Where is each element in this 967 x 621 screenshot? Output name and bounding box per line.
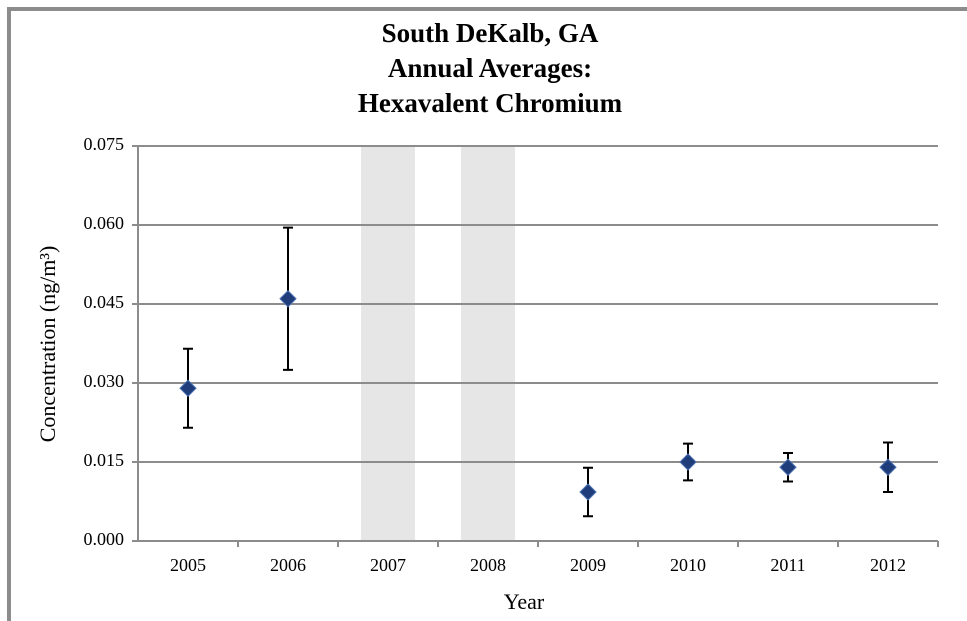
x-tick-label: 2005 [170, 555, 206, 575]
x-axis-title: Year [504, 589, 545, 614]
data-point [179, 379, 197, 397]
y-tick-label: 0.045 [84, 292, 125, 312]
x-tick-label: 2006 [270, 555, 306, 575]
y-tick-label: 0.030 [84, 371, 125, 391]
x-tick-label: 2011 [770, 555, 805, 575]
chart-title: South DeKalb, GA [382, 18, 599, 48]
x-tick-label: 2007 [370, 555, 406, 575]
chart-title: Hexavalent Chromium [358, 88, 623, 118]
chart-title: Annual Averages: [388, 53, 592, 83]
y-tick-label: 0.060 [84, 213, 125, 233]
x-tick-label: 2010 [670, 555, 706, 575]
x-tick-label: 2012 [870, 555, 906, 575]
x-tick-label: 2009 [570, 555, 606, 575]
x-tick-label: 2008 [470, 555, 506, 575]
data-point [879, 458, 897, 476]
y-axis-title: Concentration (ng/m³) [35, 246, 60, 443]
no-data-band [461, 146, 515, 541]
data-point [279, 290, 297, 308]
y-tick-label: 0.015 [84, 450, 125, 470]
no-data-band [361, 146, 415, 541]
y-tick-label: 0.075 [84, 134, 125, 154]
y-tick-label: 0.000 [84, 529, 125, 549]
data-point [679, 453, 697, 471]
frame [7, 7, 967, 621]
data-point [579, 483, 597, 501]
data-point [779, 458, 797, 476]
